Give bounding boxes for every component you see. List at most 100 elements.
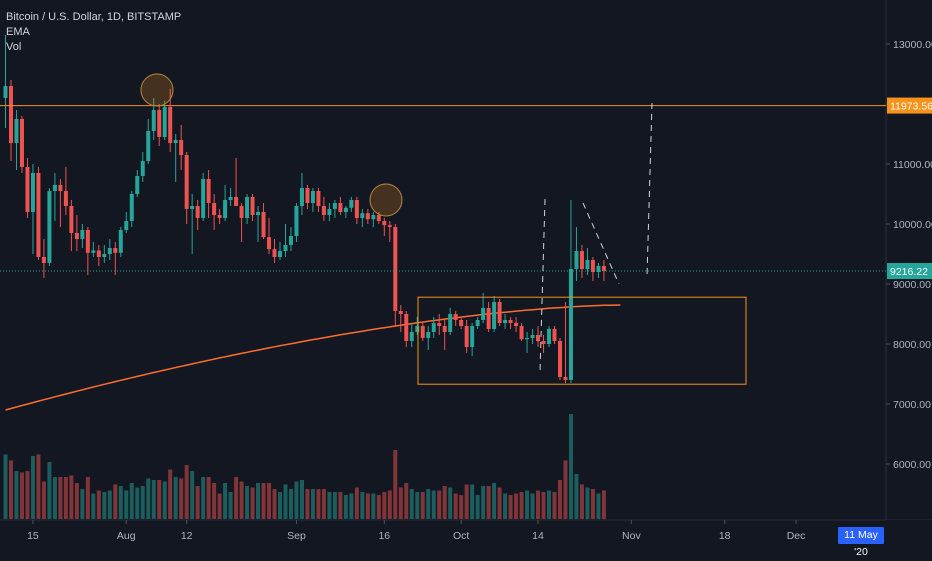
volume-bar <box>486 486 491 519</box>
candle-body <box>426 332 431 338</box>
symbol-title[interactable]: Bitcoin / U.S. Dollar, 1D, BITSTAMP <box>6 11 182 23</box>
current-price-label: 9216.22 <box>890 266 928 278</box>
candle-body <box>58 185 63 191</box>
volume-bar <box>250 487 255 519</box>
y-tick-label: 8000.00 <box>893 339 931 351</box>
candle-body <box>557 341 562 377</box>
y-tick-label: 6000.00 <box>893 459 931 471</box>
candle-body <box>349 200 354 208</box>
candle-body <box>365 213 370 220</box>
candle-body <box>47 191 52 263</box>
volume-bar <box>272 489 277 519</box>
volume-bar <box>338 492 343 519</box>
volume-bar <box>239 481 244 519</box>
candle-body <box>574 251 579 269</box>
y-tick-label: 9000.00 <box>893 279 931 291</box>
x-tick-label: 15 <box>27 530 39 542</box>
volume-bar <box>162 481 167 519</box>
volume-bar <box>113 484 118 519</box>
candle-body <box>327 209 332 215</box>
candle-body <box>294 206 299 236</box>
volume-bar <box>14 471 19 519</box>
candle-body <box>91 250 96 253</box>
candle-body <box>140 161 145 176</box>
volume-bar <box>80 489 85 519</box>
candle-body <box>135 176 140 194</box>
candle-body <box>129 194 134 221</box>
volume-bar <box>184 465 189 519</box>
candle-body <box>69 206 74 233</box>
volume-bar <box>552 492 557 519</box>
candle-body <box>442 326 447 332</box>
candle-body <box>63 191 68 206</box>
volume-bar <box>316 489 321 519</box>
candle-body <box>206 179 211 203</box>
candle-body <box>552 329 557 341</box>
volume-bar <box>223 483 228 519</box>
volume-bar <box>19 472 24 519</box>
projection-line <box>539 198 546 373</box>
candle-body <box>321 206 326 215</box>
candle-body <box>41 257 46 263</box>
volume-bar <box>503 493 508 519</box>
volume-bar <box>376 495 381 519</box>
volume-bar <box>574 474 579 519</box>
volume-bar <box>371 493 376 519</box>
volume-bar <box>173 477 178 519</box>
axis-corner <box>886 520 932 550</box>
candle-body <box>217 215 222 218</box>
x-tick-label: Sep <box>287 530 306 542</box>
volume-bar <box>327 492 332 519</box>
candle-body <box>371 215 376 220</box>
candle-body <box>201 179 206 218</box>
candle-body <box>146 131 151 161</box>
volume-bar <box>398 487 403 519</box>
volume-bar <box>470 484 475 519</box>
x-tick-label: 16 <box>378 530 390 542</box>
candle-body <box>409 332 414 341</box>
volume-bar <box>58 477 63 519</box>
volume-bar <box>305 489 310 519</box>
volume-bar <box>409 489 414 519</box>
x-tick-label: Oct <box>453 530 469 542</box>
candle-body <box>486 308 491 329</box>
candle-body <box>36 173 41 257</box>
volume-bar <box>256 483 261 519</box>
volume-bar <box>206 477 211 519</box>
volume-bar <box>96 490 101 519</box>
volume-bar <box>426 489 431 519</box>
candle-body <box>14 119 19 143</box>
candle-body <box>212 203 217 215</box>
candle-body <box>393 227 398 311</box>
candle-body <box>475 320 480 326</box>
volume-bar <box>525 490 530 519</box>
candle-body <box>283 245 288 251</box>
volume-bar <box>212 483 217 519</box>
ema-indicator-label[interactable]: EMA <box>6 26 30 38</box>
candle-body <box>563 377 568 380</box>
candle-body <box>195 206 200 218</box>
volume-bar <box>146 478 151 519</box>
volume-bar <box>492 483 497 519</box>
volume-bar <box>514 493 519 519</box>
chart-legend: Bitcoin / U.S. Dollar, 1D, BITSTAMP EMA … <box>6 10 181 55</box>
candle-body <box>541 341 546 344</box>
volume-bar <box>568 414 573 519</box>
candle-body <box>437 323 442 326</box>
projection-line <box>646 102 653 277</box>
volume-bar <box>245 486 250 519</box>
candle-body <box>590 260 595 272</box>
volume-bar <box>25 471 30 519</box>
volume-bar <box>420 492 425 519</box>
volume-bar <box>228 492 233 519</box>
x-tick-label: 18 <box>719 530 731 542</box>
volume-bar <box>382 492 387 519</box>
volume-indicator-label[interactable]: Vol <box>6 41 22 53</box>
candle-body <box>228 197 233 200</box>
candle-body <box>525 338 530 340</box>
volume-bar <box>360 492 365 519</box>
volume-bar <box>102 492 107 519</box>
volume-bar <box>3 454 8 519</box>
candle-body <box>503 320 508 323</box>
